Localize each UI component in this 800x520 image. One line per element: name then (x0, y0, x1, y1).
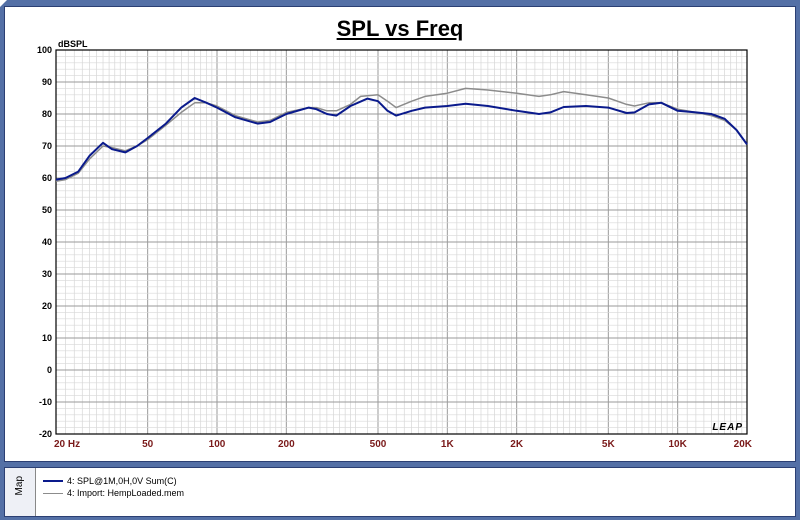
y-tick-label: 80 (42, 109, 52, 119)
x-tick-label: 2K (510, 439, 524, 450)
x-tick-label: 1K (441, 439, 455, 450)
plot-border (55, 49, 748, 435)
legend-panel: Map 4: SPL@1M,0H,0V Sum(C) 4: Import: He… (4, 467, 796, 517)
map-tab-label: Map (14, 476, 25, 496)
y-tick-label: 30 (42, 269, 52, 279)
y-tick-label: -10 (39, 397, 52, 407)
series-line-1 (55, 97, 748, 181)
x-tick-label: 50 (142, 439, 154, 450)
map-tab[interactable]: Map (5, 468, 36, 516)
y-tick-label: 60 (42, 173, 52, 183)
legend-swatch-1 (43, 480, 63, 482)
x-tick-label: 5K (602, 439, 616, 450)
leap-watermark: LEAP (712, 422, 743, 433)
y-tick-label: 0 (47, 365, 52, 375)
y-tick-label: 70 (42, 141, 52, 151)
y-tick-label: 90 (42, 77, 52, 87)
x-tick-label: 10K (668, 439, 687, 450)
x-tick-label: 20 Hz (54, 439, 80, 450)
legend-item-series-2[interactable]: 4: Import: HempLoaded.mem (43, 487, 184, 499)
legend-label-2: 4: Import: HempLoaded.mem (67, 488, 185, 498)
legend-label-1: 4: SPL@1M,0H,0V Sum(C) (67, 476, 177, 486)
chart-panel: SPL vs Freq 100 90 80 70 60 50 40 30 20 10 0 -10 -20… (4, 6, 796, 462)
y-tick-label: -20 (39, 429, 52, 439)
y-tick-label: 50 (42, 205, 52, 215)
y-tick-label: 10 (42, 333, 52, 343)
mouse-cursor-icon (0, 0, 7, 7)
y-axis-label: dBSPL (58, 39, 88, 49)
x-tick-label: 200 (278, 439, 295, 450)
series-line-2 (55, 87, 748, 182)
legend-item-series-1[interactable]: 4: SPL@1M,0H,0V Sum(C) (43, 475, 177, 487)
y-tick-label: 40 (42, 237, 52, 247)
x-tick-label: 100 (209, 439, 226, 450)
x-tick-label: 20K (734, 439, 753, 450)
legend-swatch-2 (43, 492, 63, 494)
chart-title: SPL vs Freq (336, 16, 464, 41)
x-tick-label: 500 (370, 439, 387, 450)
y-tick-label: 100 (37, 45, 52, 55)
y-tick-label: 20 (42, 301, 52, 311)
